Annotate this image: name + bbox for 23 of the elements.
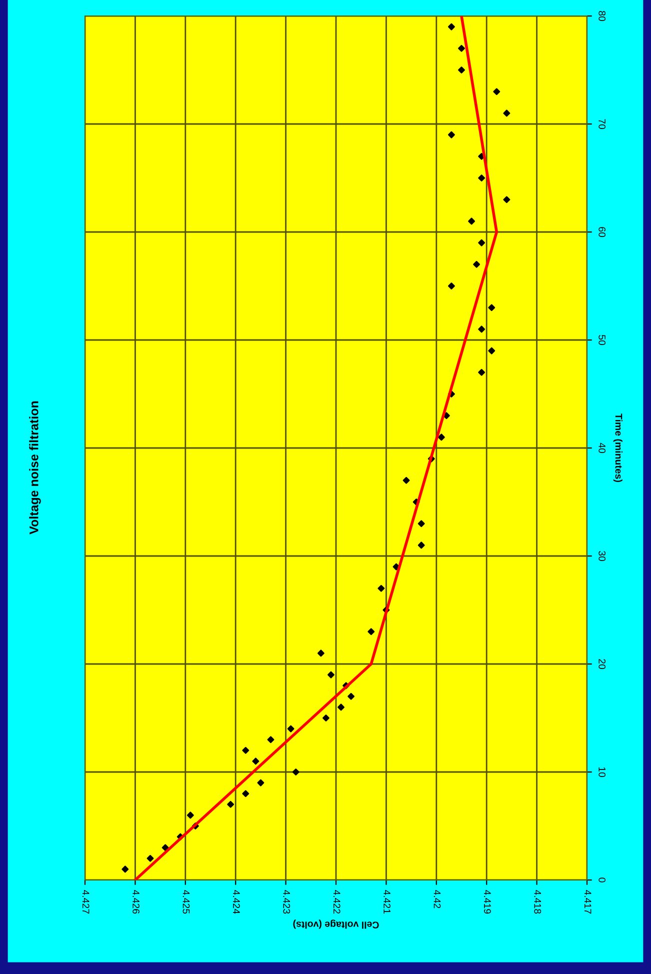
y-tick-label: 50 bbox=[598, 334, 606, 346]
y-tick-label: 60 bbox=[598, 227, 606, 238]
x-tick-label: 4.419 bbox=[484, 890, 491, 914]
y-tick-label: 30 bbox=[598, 550, 606, 562]
x-axis-title: Cell voltage (volts) bbox=[293, 920, 379, 929]
x-tick-label: 4.417 bbox=[584, 890, 592, 914]
x-tick-label: 4.426 bbox=[132, 890, 140, 914]
x-tick-label: 4.418 bbox=[534, 890, 542, 914]
text: Voltage noise filtration bbox=[29, 401, 41, 534]
y-tick-label: 10 bbox=[598, 767, 606, 778]
y-tick-label: 70 bbox=[598, 119, 606, 130]
y-tick-label: 40 bbox=[598, 442, 606, 454]
y-tick-label: 0 bbox=[598, 878, 606, 882]
x-tick-label: 4.421 bbox=[384, 890, 390, 914]
y-tick-label: 20 bbox=[598, 659, 606, 670]
x-tick-label: 4.423 bbox=[283, 890, 290, 914]
x-tick-label: 4.422 bbox=[333, 890, 340, 914]
x-tick-label: 4.427 bbox=[82, 890, 90, 914]
x-tick-label: 4.424 bbox=[233, 890, 240, 914]
x-tick-label: 4.425 bbox=[182, 890, 190, 914]
y-tick-label: 80 bbox=[598, 11, 606, 22]
x-tick-label: 4.42 bbox=[434, 890, 441, 908]
y-axis-title: Time (minutes) bbox=[613, 414, 622, 482]
